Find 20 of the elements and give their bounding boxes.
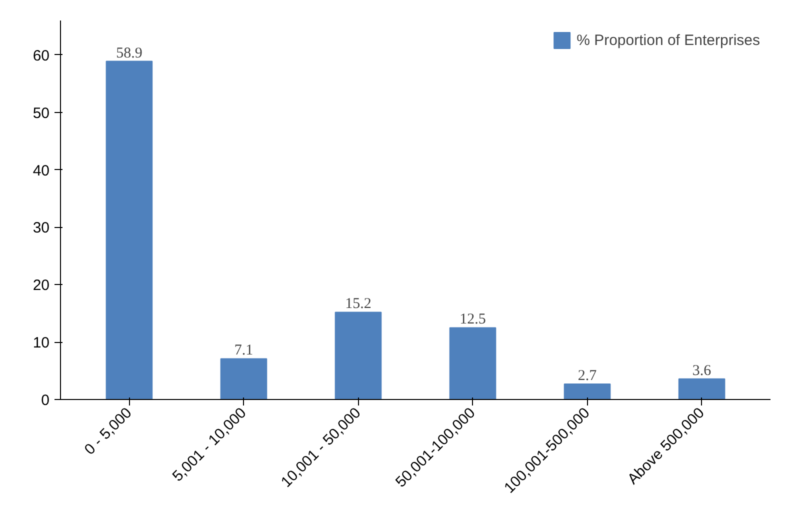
bar — [106, 60, 153, 400]
bar — [564, 383, 611, 400]
bar — [449, 327, 496, 400]
y-tick-label: 30 — [32, 220, 50, 237]
y-tick-label: 40 — [32, 162, 50, 180]
data-label: 7.1 — [234, 342, 254, 359]
data-label: 15.2 — [345, 296, 372, 312]
data-label: 2.7 — [578, 368, 598, 384]
data-label: 12.5 — [460, 312, 486, 328]
y-tick-label: 20 — [32, 277, 50, 294]
data-label: 58.9 — [116, 45, 142, 62]
bar — [678, 378, 726, 400]
data-label: 3.6 — [692, 362, 712, 379]
y-tick-label: 10 — [32, 334, 50, 352]
y-tick-label: 60 — [32, 47, 50, 64]
y-tick-label: 50 — [32, 104, 50, 122]
legend-label: % Proportion of Enterprises — [576, 32, 760, 48]
bar — [220, 358, 268, 400]
y-tick-label: 0 — [41, 392, 50, 409]
bar — [334, 312, 382, 400]
